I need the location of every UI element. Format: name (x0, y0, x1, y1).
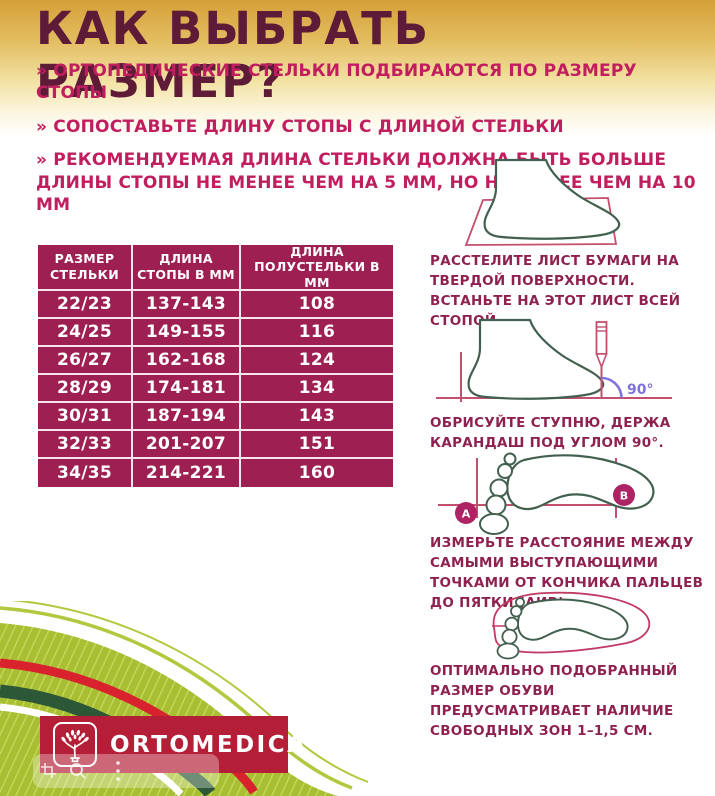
table-cell: 160 (298, 463, 336, 483)
header-gradient (0, 0, 715, 138)
angle-label: 90° (627, 382, 653, 398)
table-cell: 108 (241, 291, 393, 319)
magnifier-icon[interactable] (69, 762, 87, 780)
table-cell: 187-194 (133, 403, 241, 431)
brand-name: ORTOMEDICA (110, 731, 308, 758)
tree-icon (61, 729, 89, 762)
instruction-step-4: ОПТИМАЛЬНО ПОДОБРАННЫЙ РАЗМЕР ОБУВИ ПРЕД… (430, 663, 678, 739)
table-cell: 201-207 (133, 431, 241, 459)
table-cell: 30/31 (38, 403, 133, 431)
table-header-foot-length: ДЛИНА СТОПЫ В ММ (133, 245, 241, 291)
brand-banner: ORTOMEDICA (40, 716, 305, 773)
table-cell: 137-143 (133, 291, 241, 319)
ortomedica-logo (53, 722, 97, 767)
pencil-icon (595, 321, 608, 368)
table-cell: 22/23 (38, 291, 133, 319)
foot-on-paper-icon (430, 158, 702, 248)
table-cell: 124 (241, 347, 393, 375)
table-header-insole-size: РАЗМЕР СТЕЛЬКИ (38, 245, 133, 291)
table-cell: 151 (241, 431, 393, 459)
svg-text:A: A (462, 508, 471, 521)
table-cell: 34/35 (38, 459, 133, 487)
table-cell: 26/27 (38, 347, 133, 375)
table-header-halfinsole-length: ДЛИНА ПОЛУСТЕЛЬКИ В ММ (241, 244, 393, 291)
table-cell: 214-221 (133, 459, 241, 487)
more-menu-icon[interactable] (115, 760, 121, 782)
table-cell: 143 (241, 403, 393, 431)
svg-text:B: B (620, 490, 628, 503)
crop-icon[interactable] (41, 763, 56, 778)
table-cell: 24/25 (38, 319, 133, 347)
table-cell: 174-181 (133, 375, 241, 403)
size-table: РАЗМЕР СТЕЛЬКИ ДЛИНА СТОПЫ В ММ ДЛИНА ПО… (38, 244, 393, 487)
footprint-in-shoe-icon (430, 588, 702, 668)
page-title: КАК ВЫБРАТЬ РАЗМЕР? (36, 2, 431, 108)
screenshot-toolbar (33, 754, 219, 788)
instruction-step-2: ОБРИСУЙТЕ СТУПНЮ, ДЕРЖА КАРАНДАШ ПОД УГЛ… (430, 415, 671, 451)
foot-with-pencil-icon: 90° (430, 298, 702, 410)
point-b-marker: B (613, 484, 635, 506)
table-cell: 116 (241, 319, 393, 347)
bullet-1: » ОРТОПЕДИЧЕСКИЕ СТЕЛЬКИ ПОДБИРАЮТСЯ ПО … (36, 61, 637, 104)
bullet-2: » СОПОСТАВЬТЕ ДЛИНУ СТОПЫ С ДЛИНОЙ СТЕЛЬ… (36, 116, 564, 137)
table-cell: 134 (241, 375, 393, 403)
footprint-measure-icon: A B (430, 448, 702, 540)
instruction-step-1: РАССТЕЛИТЕ ЛИСТ БУМАГИ НА ТВЕРДОЙ ПОВЕРХ… (430, 253, 681, 329)
table-cell: 162-168 (133, 347, 241, 375)
instruction-step-3: ИЗМЕРЬТЕ РАССТОЯНИЕ МЕЖДУ САМЫМИ ВЫСТУПА… (430, 535, 704, 611)
table-cell: 149-155 (133, 319, 241, 347)
table-cell: 28/29 (38, 375, 133, 403)
point-a-marker: A (455, 502, 477, 524)
table-cell: 32/33 (38, 431, 133, 459)
